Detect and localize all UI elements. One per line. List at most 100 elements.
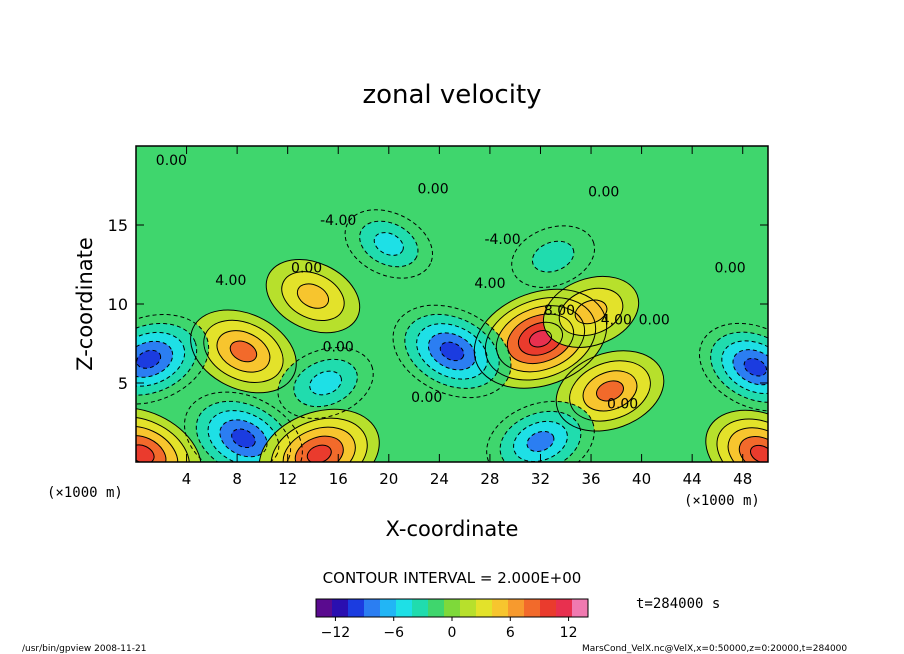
contour-line: [309, 370, 342, 396]
contour-label: 4.00: [474, 276, 505, 292]
contour-labels: 0.00 0.00 0.00 -4.00 -4.00 0.00 0.00 4.00 4.00 8.…: [156, 153, 746, 412]
x-tick-label: 28: [480, 470, 499, 488]
contour-line: [136, 313, 210, 405]
contour-line: [698, 322, 768, 412]
colorbar-swatch: [444, 599, 461, 617]
field-band: [527, 431, 554, 452]
contour-line: [373, 232, 404, 256]
contour-line: [203, 319, 284, 383]
y-axis-ticks: 5 10 15: [108, 216, 768, 393]
field-band: [309, 371, 342, 395]
field-band: [297, 283, 329, 309]
contour-line: [277, 347, 374, 419]
contour-line: [499, 410, 582, 462]
contour-line: [721, 340, 768, 394]
colorbar-swatch: [556, 599, 573, 617]
field-band: [136, 350, 161, 369]
contour-line: [511, 225, 596, 288]
field-band: [230, 341, 257, 362]
contour-line: [270, 417, 368, 462]
contour-line: [439, 341, 465, 362]
contour-line: [582, 370, 638, 412]
contour-label: -4.00: [484, 232, 520, 248]
contour-line: [528, 330, 553, 348]
contour-line: [136, 349, 162, 369]
contour-label: 0.00: [417, 181, 448, 197]
contour-label: 0.00: [411, 390, 442, 406]
contour-line: [195, 400, 292, 462]
contour-line: [517, 321, 564, 356]
footer-right: MarsCond_VelX.nc@VelX,x=0:50000,z=0:2000…: [582, 644, 847, 654]
contour-line: [184, 391, 303, 462]
contour-line: [727, 427, 768, 462]
field-band: [440, 342, 464, 361]
contour-line: [136, 407, 202, 462]
contour-line: [136, 331, 186, 387]
colorbar-swatch: [524, 599, 541, 617]
contour-line: [484, 297, 597, 381]
contour-label: 0.00: [291, 260, 322, 276]
contour-line: [136, 416, 190, 462]
contour-lines: [136, 209, 768, 462]
colorbar-swatch: [492, 599, 509, 617]
contour-label: 0.00: [607, 396, 638, 412]
x-tick-label: 44: [683, 470, 702, 488]
contour-line: [296, 283, 330, 309]
contour-label: 0.00: [714, 260, 745, 276]
x-axis-ticks: 4 8 12 16 20 24 28 32 36 40 44 48: [182, 146, 752, 488]
contour-line: [416, 323, 488, 380]
contour-label: 8.00: [544, 303, 575, 319]
colorbar-swatch: [460, 599, 477, 617]
colorbar: [315, 598, 589, 618]
x-tick-label: 4: [182, 470, 192, 488]
x-unit-right: (×1000 m): [684, 493, 760, 509]
contour-line: [531, 240, 575, 273]
contour-line: [392, 304, 512, 399]
contour-label: 0.00: [323, 339, 354, 355]
colorbar-swatch: [476, 599, 493, 617]
contour-line: [219, 419, 268, 458]
x-tick-label: 16: [329, 470, 348, 488]
contour-interval-text: CONTOUR INTERVAL = 2.000E+00: [323, 569, 582, 587]
contour-line: [293, 358, 358, 408]
x-tick-label: 12: [278, 470, 297, 488]
contour-line: [486, 400, 595, 462]
contour-line: [282, 426, 356, 462]
colorbar-swatch: [396, 599, 413, 617]
field-band: [744, 358, 767, 376]
contour-line: [732, 349, 768, 386]
x-tick-label: 20: [379, 470, 398, 488]
contour-line: [294, 435, 344, 462]
colorbar-swatch: [412, 599, 429, 617]
y-tick-label: 5: [118, 374, 128, 393]
contour-label: 0.00: [588, 185, 619, 201]
x-tick-label: 48: [733, 470, 752, 488]
contour-line: [542, 275, 640, 348]
field-band: [529, 330, 552, 348]
contour-label: 4.00: [215, 273, 246, 289]
x-tick-label: 32: [531, 470, 550, 488]
contour-label: -4.00: [320, 213, 356, 229]
contour-line: [569, 360, 651, 422]
footer-left: /usr/bin/gpview 2008-11-21: [22, 644, 146, 654]
colorbar-swatch: [364, 599, 381, 617]
colorbar-swatch: [332, 599, 349, 617]
colorbar-tick-label: 6: [506, 625, 515, 641]
colorbar-swatch: [380, 599, 397, 617]
x-tick-label: 24: [430, 470, 449, 488]
contour-line: [427, 332, 477, 371]
field-band: [307, 445, 332, 462]
contour-line: [344, 209, 434, 279]
x-tick-label: 8: [232, 470, 242, 488]
contour-line: [513, 420, 568, 462]
field-band: [532, 241, 574, 272]
field-band: [374, 232, 404, 256]
colorbar-swatch: [428, 599, 445, 617]
contour-line: [743, 357, 768, 377]
colorbar-swatch: [316, 599, 333, 617]
x-tick-label: 36: [581, 470, 600, 488]
colorbar-swatch: [540, 599, 557, 617]
x-axis-label: X-coordinate: [386, 517, 519, 541]
colorbar-tick-label: 12: [560, 625, 578, 641]
